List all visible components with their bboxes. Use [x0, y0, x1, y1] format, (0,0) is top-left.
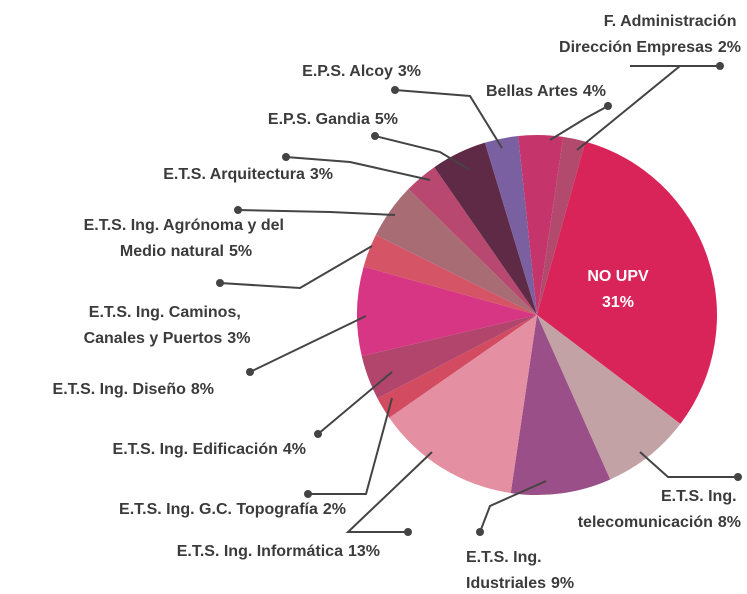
- slice-label: E.T.S. Ing. telecomunicación: [578, 488, 741, 531]
- slice-value-label: 13%: [348, 543, 380, 560]
- leader-line: [479, 480, 547, 533]
- label-line: E.T.S. Ing. G.C. Topografía: [119, 501, 318, 518]
- slice-value-label: 8%: [718, 514, 741, 531]
- label-line: E.T.S. Ing. Informática: [177, 543, 343, 560]
- slice-value-label: 3%: [227, 330, 250, 347]
- label-line: E.T.S. Ing. Caminos,: [89, 304, 245, 321]
- pie-slice: [361, 315, 537, 399]
- label-line: NO UPV: [587, 268, 649, 285]
- label-line: Dirección Empresas: [559, 39, 713, 56]
- leader-line: [639, 451, 738, 478]
- pie-slice: [434, 142, 537, 315]
- leader-dot: [314, 430, 322, 438]
- leader-line: [317, 371, 393, 435]
- leader-dot: [716, 62, 724, 70]
- leader-dot: [476, 528, 484, 536]
- pie-slice: [363, 234, 537, 315]
- label-line: F. Administración: [604, 13, 741, 30]
- slice-value-label: 4%: [583, 83, 606, 100]
- slice-value-label: 3%: [398, 63, 421, 80]
- slice-label: E.T.S. Arquitectura: [163, 166, 305, 183]
- pie-slice: [375, 189, 537, 315]
- leader-dot: [246, 368, 254, 376]
- leader-line: [237, 209, 396, 216]
- pie-slice: [377, 315, 537, 418]
- slice-value-label: 3%: [310, 166, 333, 183]
- pie-slice: [537, 136, 586, 315]
- slice-value-label: 5%: [375, 111, 398, 128]
- leader-line: [308, 397, 393, 495]
- slice-label: E.T.S. Ing. Caminos, Canales y Puertos: [84, 304, 246, 347]
- leader-dot: [604, 102, 612, 110]
- pie-slice: [484, 135, 537, 315]
- slice-label: NO UPV: [587, 268, 649, 285]
- slice-value-label: 5%: [229, 243, 252, 260]
- leader-dot: [404, 528, 412, 536]
- slice-label: E.T.S. Ing. Idustriales: [466, 549, 546, 592]
- leader-dot: [391, 86, 399, 94]
- slice-label: Bellas Artes: [486, 83, 578, 100]
- label-line: E.T.S. Arquitectura: [163, 166, 305, 183]
- slice-label: E.T.S. Ing. Informática: [177, 543, 343, 560]
- leader-dot: [734, 473, 742, 481]
- label-line: E.T.S. Ing. Diseño: [53, 381, 187, 398]
- pie-slice: [357, 266, 537, 357]
- slice-label: E.T.S. Ing. Edificación: [113, 441, 278, 458]
- leader-line: [219, 245, 373, 290]
- leader-line: [285, 156, 431, 181]
- label-line: Medio natural: [120, 243, 224, 260]
- slice-label: E.T.S. Ing. Diseño: [53, 381, 187, 398]
- pie-slice: [389, 315, 537, 494]
- leader-line: [249, 315, 367, 373]
- label-line: E.P.S. Gandia: [268, 111, 370, 128]
- leader-dot: [371, 132, 379, 140]
- leader-dot: [234, 206, 242, 214]
- label-line: E.P.S. Alcoy: [302, 63, 393, 80]
- leader-line: [345, 451, 433, 533]
- leader-dot: [282, 153, 290, 161]
- slice-value-label: 2%: [718, 39, 741, 56]
- pie-slice: [408, 167, 537, 315]
- slice-label: E.T.S. Ing. G.C. Topografía: [119, 501, 318, 518]
- label-line: Idustriales: [466, 575, 546, 592]
- label-line: telecomunicación: [578, 514, 713, 531]
- slice-value-label: 4%: [283, 441, 306, 458]
- pie-slice: [510, 315, 611, 495]
- slice-label: E.T.S. Ing. Agrónoma y del Medio natural: [84, 217, 289, 260]
- leader-line: [549, 105, 609, 141]
- slice-value-label: 2%: [323, 501, 346, 518]
- slice-label: F. Administración Dirección Empresas: [559, 13, 741, 56]
- pie-slice: [518, 135, 564, 315]
- label-line: Bellas Artes: [486, 83, 578, 100]
- slice-label: E.P.S. Alcoy: [302, 63, 393, 80]
- label-line: E.T.S. Ing.: [661, 488, 741, 505]
- slice-value-label: 31%: [602, 294, 634, 311]
- leader-line: [576, 65, 720, 151]
- leader-line: [374, 135, 471, 171]
- leader-line: [394, 89, 503, 149]
- label-line: E.T.S. Ing. Edificación: [113, 441, 278, 458]
- pie-slice: [537, 141, 718, 424]
- pie-slice: [537, 315, 681, 480]
- slice-label: E.P.S. Gandia: [268, 111, 370, 128]
- label-line: E.T.S. Ing. Agrónoma y del: [84, 217, 289, 234]
- slice-value-label: 8%: [191, 381, 214, 398]
- leader-dot: [216, 279, 224, 287]
- slice-value-label: 9%: [551, 575, 574, 592]
- label-line: E.T.S. Ing.: [466, 549, 546, 566]
- leader-dot: [304, 490, 312, 498]
- label-line: Canales y Puertos: [84, 330, 223, 347]
